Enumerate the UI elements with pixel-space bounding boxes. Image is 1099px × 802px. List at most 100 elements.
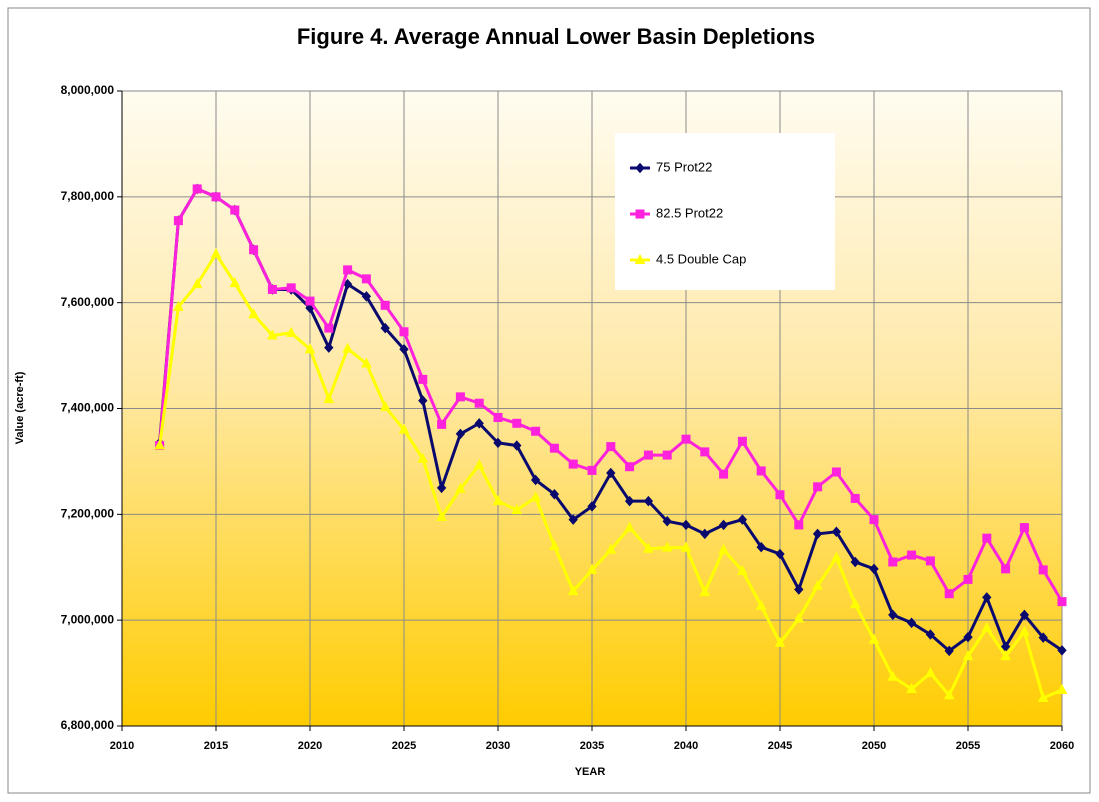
marker [586,563,598,574]
marker [323,392,335,403]
marker [661,541,673,552]
marker [756,541,766,553]
marker [173,300,184,311]
marker [831,551,842,562]
marker [1000,650,1011,661]
marker [267,329,278,340]
marker [756,466,766,476]
x-tick-label: 2045 [768,740,792,752]
marker [549,540,560,551]
legend-label: 4.5 Double Cap [656,251,746,266]
marker [925,629,936,640]
marker [681,519,691,531]
marker [925,667,936,678]
marker [379,400,391,411]
marker [211,192,221,202]
marker [775,490,785,500]
marker [831,526,842,538]
marker [982,592,992,603]
legend: 75 Prot22 82.5 Prot22 4.5 Double Cap [630,159,746,266]
marker [492,495,504,506]
marker [718,519,729,531]
marker [681,434,691,444]
x-tick-label: 2035 [580,740,604,752]
marker [813,482,823,492]
marker [775,548,785,560]
marker [512,418,522,428]
marker [869,515,879,525]
marker [925,556,935,566]
marker [850,556,860,568]
marker [361,274,371,284]
marker [398,423,410,434]
legend-box [615,133,835,290]
marker [643,542,654,553]
x-tick-label: 2020 [298,740,322,752]
grid: 6,800,000 7,000,000 7,200,000 7,400,000 7,60… [61,83,1075,752]
marker [324,323,334,333]
x-tick-label: 2025 [392,740,416,752]
marker [699,586,711,597]
marker [511,504,523,515]
marker [436,482,447,494]
marker [342,342,353,353]
marker [361,357,372,368]
marker [455,428,466,440]
marker [343,265,353,275]
marker [399,343,409,355]
marker [361,291,372,302]
series-group [154,183,1068,702]
marker [1037,691,1049,702]
marker [530,474,541,486]
marker [324,342,334,353]
marker [755,599,767,610]
marker [794,584,804,595]
marker [606,467,616,479]
y-tick-label: 6,800,000 [61,718,115,732]
marker [1019,523,1029,533]
marker [567,584,579,596]
x-axis-label: YEAR [575,766,606,778]
marker [868,633,880,644]
marker [737,514,748,525]
x-tick-label: 2010 [110,740,134,752]
marker [888,557,898,567]
marker [1019,625,1030,636]
marker [1057,645,1067,656]
marker [380,300,390,310]
legend-label: 82.5 Prot22 [656,205,723,220]
marker [437,419,447,429]
marker [418,374,428,384]
marker [192,184,202,194]
chart-title: Figure 4. Average Annual Lower Basin Dep… [297,24,815,49]
marker [380,322,390,334]
marker [1001,564,1011,574]
marker [455,482,466,493]
marker [474,418,484,429]
marker [662,515,672,527]
marker [831,467,841,477]
marker [774,636,786,647]
marker [888,609,898,621]
marker [531,426,541,436]
marker [474,398,484,408]
marker [1019,609,1030,621]
marker [737,436,747,446]
marker [625,462,635,472]
y-tick-label: 7,800,000 [61,189,115,203]
marker [1057,597,1067,607]
marker [1038,565,1048,575]
marker [887,670,899,681]
marker [635,209,645,219]
marker [568,459,578,469]
marker [849,598,861,609]
marker [719,469,729,479]
marker [530,491,541,502]
marker [869,563,879,575]
marker [605,543,617,554]
marker [812,528,823,540]
marker [418,395,428,406]
marker [718,543,729,554]
marker [417,452,429,463]
